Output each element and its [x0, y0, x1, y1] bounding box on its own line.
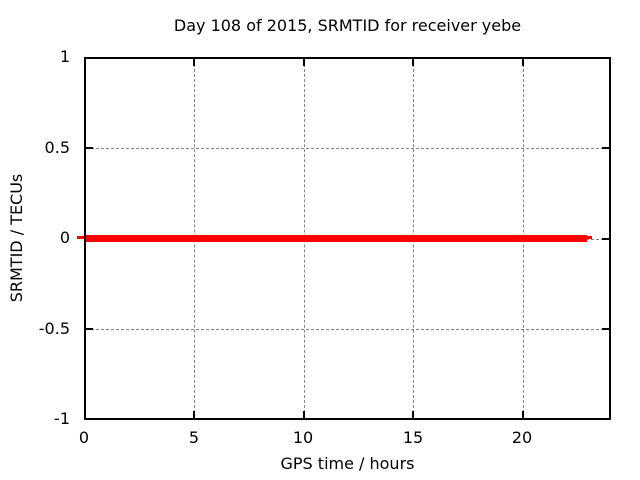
y-tick-label-0p5: 0.5	[44, 138, 70, 157]
tick-right-0	[602, 238, 609, 240]
gridline-y0p5	[86, 148, 609, 149]
tick-top-5	[193, 59, 195, 66]
x-tick-label-15: 15	[402, 428, 424, 447]
tick-bottom-5	[193, 411, 195, 418]
tick-bottom-15	[412, 411, 414, 418]
y-tick-label-0: 0	[59, 228, 70, 247]
tick-bottom-10	[303, 411, 305, 418]
chart-title: Day 108 of 2015, SRMTID for receiver yeb…	[173, 16, 522, 35]
data-series-line	[86, 235, 587, 242]
tick-bottom-20	[522, 411, 524, 418]
tick-left-0p5	[86, 147, 93, 149]
x-axis-label: GPS time / hours	[280, 454, 415, 473]
tick-right-0p5	[602, 147, 609, 149]
tick-top-15	[412, 59, 414, 66]
x-tick-label-10: 10	[292, 428, 314, 447]
tick-left-neg0p5	[86, 328, 93, 330]
y-tick-label-1: 1	[59, 47, 70, 66]
y-tick-label-neg0p5: -0.5	[38, 319, 70, 338]
data-series-stub-right	[587, 236, 592, 239]
plot-area	[84, 57, 611, 420]
gridline-yneg0p5	[86, 329, 609, 330]
data-series-stub-left	[77, 236, 84, 239]
x-tick-label-0: 0	[78, 428, 90, 447]
tick-top-20	[522, 59, 524, 66]
tick-right-neg0p5	[602, 328, 609, 330]
tick-top-10	[303, 59, 305, 66]
x-tick-label-20: 20	[511, 428, 533, 447]
x-tick-label-5: 5	[188, 428, 200, 447]
y-tick-label-neg1: -1	[54, 409, 70, 428]
